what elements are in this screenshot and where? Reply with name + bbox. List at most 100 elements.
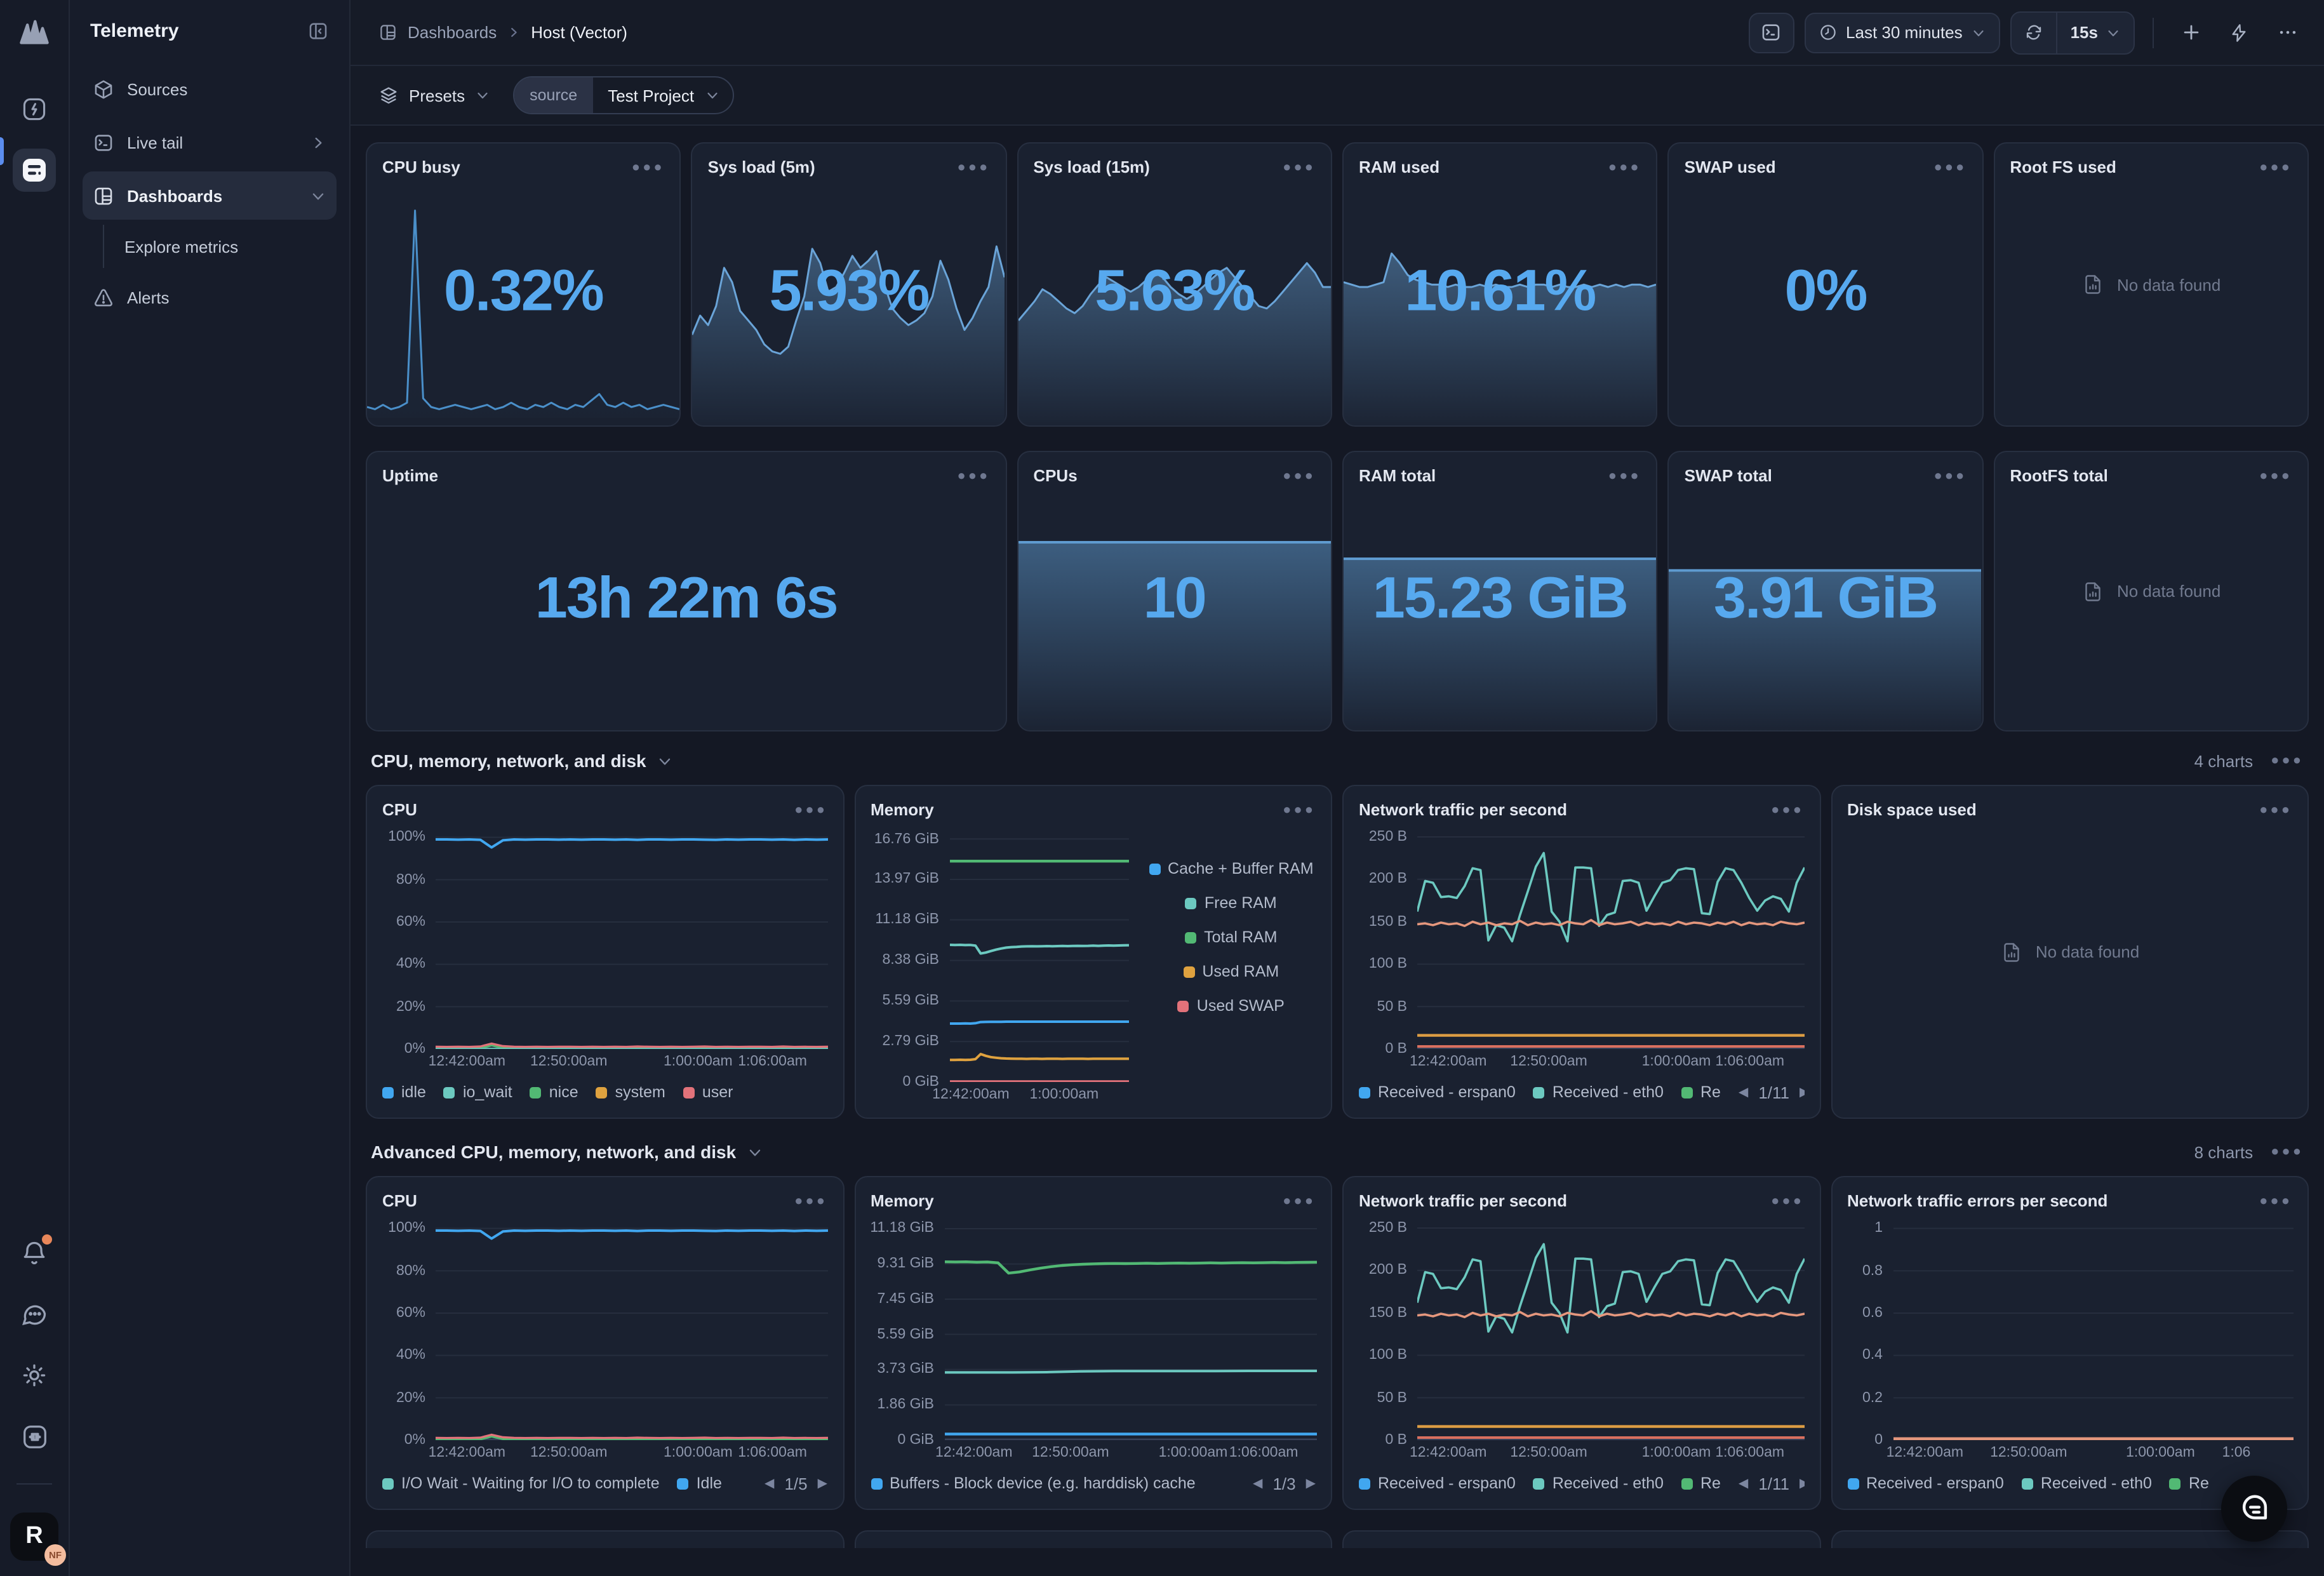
chart-panel-cpu-advanced[interactable]: CPU●●● 0%20%40%60%80%100%12:42:00am12:50… (366, 1176, 844, 1510)
chart-panel-network[interactable]: Network traffic per second●●● 0 B50 B100… (1342, 785, 1820, 1119)
stat-panel-rootfs-total[interactable]: RootFS total●●● No data found (1993, 451, 2309, 731)
stat-panel-ram-total[interactable]: RAM total●●● 15.23 GiB (1342, 451, 1658, 731)
stat-panel-cpu-busy[interactable]: CPU busy●●● 0.32% (366, 142, 681, 427)
legend-item[interactable]: user (683, 1083, 733, 1101)
panel-menu-icon[interactable]: ●●● (1771, 1197, 1804, 1205)
panel-menu-icon[interactable]: ●●● (1283, 163, 1316, 171)
legend-prev-button[interactable]: ◀ (1253, 1476, 1262, 1490)
panel-menu-icon[interactable]: ●●● (1608, 163, 1641, 171)
panel-menu-icon[interactable]: ●●● (632, 163, 665, 171)
terminal-button[interactable] (1748, 12, 1794, 53)
telemetry-rail-icon[interactable] (13, 149, 56, 192)
stat-panel-sys-load-5m[interactable]: Sys load (5m)●●● 5.93% (691, 142, 1007, 427)
legend-next-button[interactable]: ▶ (1800, 1085, 1804, 1099)
user-avatar[interactable]: R NF (10, 1513, 58, 1561)
legend-prev-button[interactable]: ◀ (765, 1476, 774, 1490)
legend-prev-button[interactable]: ◀ (1739, 1476, 1748, 1490)
sidebar-item-dashboards[interactable]: Dashboards (83, 171, 337, 220)
legend-item[interactable]: Used RAM (1183, 963, 1279, 980)
command-menu-icon[interactable] (13, 1415, 56, 1458)
lightning-button[interactable] (2220, 13, 2258, 51)
legend-item[interactable]: system (596, 1083, 665, 1101)
chart-panel-disk-space[interactable]: Disk space used●●● No data found (1831, 785, 2309, 1119)
notifications-bell-icon[interactable] (13, 1232, 56, 1275)
legend-item[interactable]: Received - eth0 (1533, 1083, 1664, 1101)
memory-chart-legend[interactable]: Cache + Buffer RAM Free RAM Total RAM Used … (1129, 827, 1316, 1107)
legend-item[interactable]: Re (1681, 1474, 1721, 1492)
legend-item[interactable]: Used SWAP (1178, 997, 1285, 1015)
chart-panel-network-advanced[interactable]: Network traffic per second●●● 0 B50 B100… (1342, 1176, 1820, 1510)
legend-item[interactable]: Received - eth0 (2022, 1474, 2152, 1492)
stat-panel-swap-total[interactable]: SWAP total●●● 3.91 GiB (1668, 451, 1984, 731)
breadcrumb-dashboards[interactable]: Dashboards (408, 23, 497, 42)
refresh-interval-select[interactable]: 15s (2057, 12, 2134, 53)
stat-panel-uptime[interactable]: Uptime●●● 13h 22m 6s (366, 451, 1006, 731)
stat-panel-swap-used[interactable]: SWAP used●●● 0% (1668, 142, 1984, 427)
cpu-advanced-legend[interactable]: I/O Wait - Waiting for I/O to complete Id… (382, 1468, 827, 1499)
panel-menu-icon[interactable]: ●●● (1283, 472, 1316, 479)
chart-panel-memory[interactable]: Memory●●● 0 GiB2.79 GiB5.59 GiB8.38 GiB1… (854, 785, 1332, 1119)
network-chart-legend[interactable]: Received - erspan0Received - eth0Re◀1/11… (1359, 1077, 1804, 1107)
panel-menu-icon[interactable]: ●●● (2259, 163, 2292, 171)
legend-item[interactable]: Received - erspan0 (1359, 1083, 1516, 1101)
more-options-button[interactable] (2268, 13, 2306, 51)
sidebar-collapse-icon[interactable] (307, 20, 329, 42)
refresh-button[interactable] (2012, 12, 2057, 53)
section-toggle[interactable]: Advanced CPU, memory, network, and disk (371, 1142, 763, 1162)
legend-item[interactable]: idle (382, 1083, 426, 1101)
legend-item[interactable]: nice (530, 1083, 578, 1101)
panel-menu-icon[interactable]: ●●● (957, 472, 990, 479)
sources-rail-icon[interactable] (13, 88, 56, 131)
network-advanced-legend[interactable]: Received - erspan0Received - eth0Re◀1/11… (1359, 1468, 1804, 1499)
panel-menu-icon[interactable]: ●●● (794, 806, 827, 813)
memory-advanced-legend[interactable]: Buffers - Block device (e.g. harddisk) c… (871, 1468, 1316, 1499)
stat-panel-ram-used[interactable]: RAM used●●● 10.61% (1342, 142, 1658, 427)
legend-item[interactable]: io_wait (444, 1083, 512, 1101)
panel-menu-icon[interactable]: ●●● (2259, 806, 2292, 813)
legend-next-button[interactable]: ▶ (1306, 1476, 1316, 1490)
source-filter[interactable]: source Test Project (513, 76, 733, 114)
panel-menu-icon[interactable]: ●●● (2259, 472, 2292, 479)
stat-panel-root-fs-used[interactable]: Root FS used●●● No data found (1993, 142, 2309, 427)
stat-panel-cpus[interactable]: CPUs●●● 10 (1017, 451, 1332, 731)
legend-item[interactable]: Received - erspan0 (1359, 1474, 1516, 1492)
legend-item[interactable]: I/O Wait - Waiting for I/O to complete (382, 1474, 660, 1492)
time-range-selector[interactable]: Last 30 minutes (1804, 12, 2001, 53)
legend-item[interactable]: Total RAM (1185, 928, 1277, 946)
section-toggle[interactable]: CPU, memory, network, and disk (371, 751, 673, 771)
stat-panel-sys-load-15m[interactable]: Sys load (15m)●●● 5.63% (1017, 142, 1332, 427)
legend-item[interactable]: Buffers - Block device (e.g. harddisk) c… (871, 1474, 1196, 1492)
add-panel-button[interactable] (2172, 13, 2210, 51)
sidebar-item-alerts[interactable]: Alerts (83, 273, 337, 321)
panel-menu-icon[interactable]: ●●● (1283, 806, 1316, 813)
legend-next-button[interactable]: ▶ (1800, 1476, 1804, 1490)
chart-panel-cpu[interactable]: CPU●●● 0%20%40%60%80%100%12:42:00am12:50… (366, 785, 844, 1119)
app-logo-icon[interactable] (18, 15, 51, 55)
legend-item[interactable]: Free RAM (1185, 894, 1277, 912)
panel-menu-icon[interactable]: ●●● (1933, 163, 1967, 171)
feedback-chat-icon[interactable] (13, 1293, 56, 1336)
theme-sun-icon[interactable] (13, 1354, 56, 1397)
chart-panel-network-errors[interactable]: Network traffic errors per second●●● 00.… (1831, 1176, 2309, 1510)
legend-item[interactable]: Re (2170, 1474, 2209, 1492)
panel-menu-icon[interactable]: ●●● (1771, 806, 1804, 813)
legend-item[interactable]: Re (1681, 1083, 1721, 1101)
section-menu-icon[interactable]: ●●● (2271, 757, 2304, 765)
legend-item[interactable]: Received - eth0 (1533, 1474, 1664, 1492)
chart-panel-memory-advanced[interactable]: Memory●●● 0 GiB1.86 GiB3.73 GiB5.59 GiB7… (854, 1176, 1332, 1510)
legend-next-button[interactable]: ▶ (818, 1476, 827, 1490)
panel-menu-icon[interactable]: ●●● (1283, 1197, 1316, 1205)
legend-item[interactable]: Cache + Buffer RAM (1149, 860, 1314, 878)
section-menu-icon[interactable]: ●●● (2271, 1148, 2304, 1156)
panel-menu-icon[interactable]: ●●● (794, 1197, 827, 1205)
legend-item[interactable]: Idle (678, 1474, 722, 1492)
legend-prev-button[interactable]: ◀ (1739, 1085, 1748, 1099)
sidebar-item-explore-metrics[interactable]: Explore metrics (103, 225, 337, 268)
presets-dropdown[interactable]: Presets (378, 85, 490, 105)
legend-item[interactable]: Received - erspan0 (1847, 1474, 2004, 1492)
panel-menu-icon[interactable]: ●●● (957, 163, 990, 171)
sidebar-item-live-tail[interactable]: Live tail (83, 118, 337, 166)
panel-menu-icon[interactable]: ●●● (1933, 472, 1967, 479)
panel-menu-icon[interactable]: ●●● (1608, 472, 1641, 479)
sidebar-item-sources[interactable]: Sources (83, 65, 337, 113)
